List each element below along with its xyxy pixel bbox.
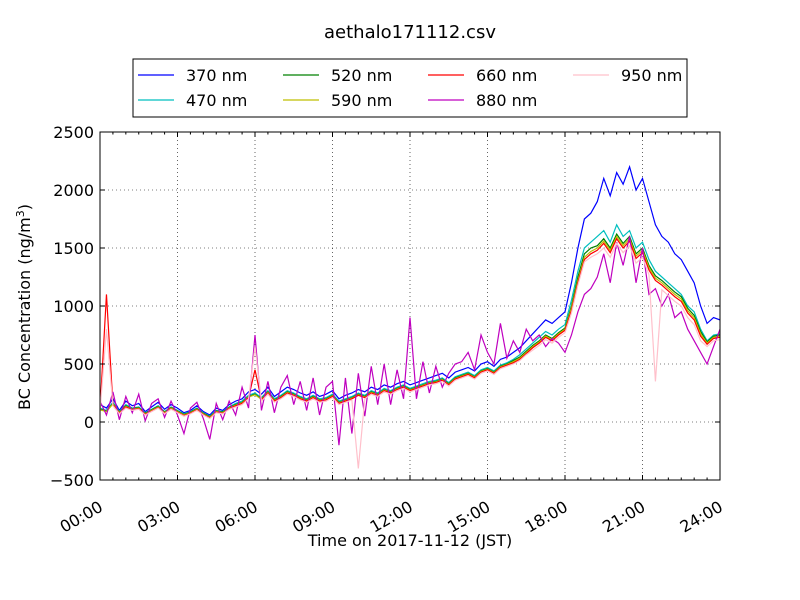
series-line-950-nm xyxy=(100,242,720,469)
legend-frame xyxy=(132,58,688,118)
legend-label: 880 nm xyxy=(476,91,537,110)
y-tick-label: 500 xyxy=(63,355,94,374)
x-tick-label: 24:00 xyxy=(677,497,726,537)
y-tick-label: 0 xyxy=(84,413,94,432)
y-axis-label-main: BC Concentration (ng/m xyxy=(15,217,34,410)
y-axis-label: BC Concentration (ng/m3) xyxy=(14,204,35,410)
y-tick-label: 1000 xyxy=(53,297,94,316)
x-tick-label: 21:00 xyxy=(599,497,648,537)
series-group xyxy=(100,164,720,469)
series-line-880-nm xyxy=(100,236,720,446)
legend-label: 950 nm xyxy=(621,66,682,85)
legend-label: 470 nm xyxy=(186,91,247,110)
legend-label: 660 nm xyxy=(476,66,537,85)
chart-title: aethalo171112.csv xyxy=(324,22,496,43)
legend-label: 370 nm xyxy=(186,66,247,85)
series-line-370-nm xyxy=(100,164,720,416)
plot-area: 00:00 03:00 06:00 09:00 12:00 15:00 18:00 21:00… xyxy=(50,123,726,537)
y-axis-label-superscript: 3 xyxy=(14,210,27,217)
x-tick-label: 00:00 xyxy=(57,497,106,537)
legend: 370 nm 470 nm 520 nm 590 nm 660 nm 880 nm 950 … xyxy=(132,58,688,118)
x-axis-label: Time on 2017-11-12 (JST) xyxy=(307,531,512,550)
y-tick-label: 2500 xyxy=(53,123,94,142)
y-tick-label: −500 xyxy=(50,471,94,490)
y-tick-label: 2000 xyxy=(53,181,94,200)
grid xyxy=(100,132,720,480)
x-tick-label: 06:00 xyxy=(212,497,261,537)
legend-label: 520 nm xyxy=(331,66,392,85)
y-axis-label-close: ) xyxy=(15,204,34,210)
x-tick-label: 18:00 xyxy=(522,497,571,537)
x-tick-label: 03:00 xyxy=(134,497,183,537)
y-tick-label: 1500 xyxy=(53,239,94,258)
legend-label: 590 nm xyxy=(331,91,392,110)
